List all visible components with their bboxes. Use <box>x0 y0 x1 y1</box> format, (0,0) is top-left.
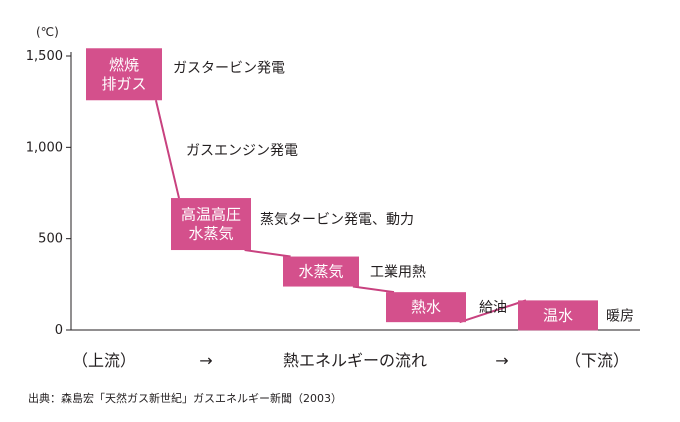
stage-box <box>283 256 359 287</box>
stage-label: 熱水 <box>411 298 441 316</box>
y-ticks: 1,500 1,000 500 0 <box>26 49 71 338</box>
stage-label: 水蒸気 <box>298 263 343 281</box>
mid-annotation: ガスエンジン発電 <box>186 143 298 159</box>
stage-annotation: 工業用熱 <box>370 265 426 281</box>
connector-line <box>459 299 527 324</box>
unit-label: (℃) <box>36 25 59 39</box>
flow-label: 熱エネルギーの流れ <box>283 351 427 370</box>
stage-label: 水蒸気 <box>188 225 233 243</box>
source-note: 出典：森島宏「天然ガス新世紀」ガスエネルギー新聞（2003） <box>28 391 342 405</box>
stage-box <box>171 198 251 251</box>
stage-label: 温水 <box>543 306 573 324</box>
stage-label: 高温高圧 <box>181 206 241 224</box>
connector-line <box>154 100 180 199</box>
upstream-label: （上流） <box>72 351 136 370</box>
stage-box <box>518 300 598 331</box>
flow-arrow-right: → <box>495 351 508 370</box>
flow-arrow-left: → <box>199 351 212 370</box>
stage-label: 排ガス <box>101 75 146 93</box>
y-tick-label: 1,500 <box>26 49 63 64</box>
connector-lines <box>154 100 527 324</box>
x-axis-labels: （上流） → 熱エネルギーの流れ → （下流） 出典：森島宏「天然ガス新世紀」ガスエネルギ… <box>28 351 629 405</box>
stage-annotation: 給油 <box>479 300 507 316</box>
stage-annotation: ガスタービン発電 <box>173 60 285 76</box>
connector-line <box>352 285 395 294</box>
y-tick-label: 500 <box>38 232 63 247</box>
stage-annotation: 暖房 <box>606 308 634 324</box>
downstream-label: （下流） <box>565 351 629 370</box>
stage-annotation: 蒸気タービン発電、動力 <box>260 212 414 228</box>
stage-box <box>386 292 466 323</box>
connector-line <box>244 249 291 258</box>
y-tick-label: 0 <box>55 323 63 338</box>
stage-label: 燃焼 <box>109 56 139 74</box>
y-tick-label: 1,000 <box>26 140 63 155</box>
stage-box <box>86 48 162 101</box>
